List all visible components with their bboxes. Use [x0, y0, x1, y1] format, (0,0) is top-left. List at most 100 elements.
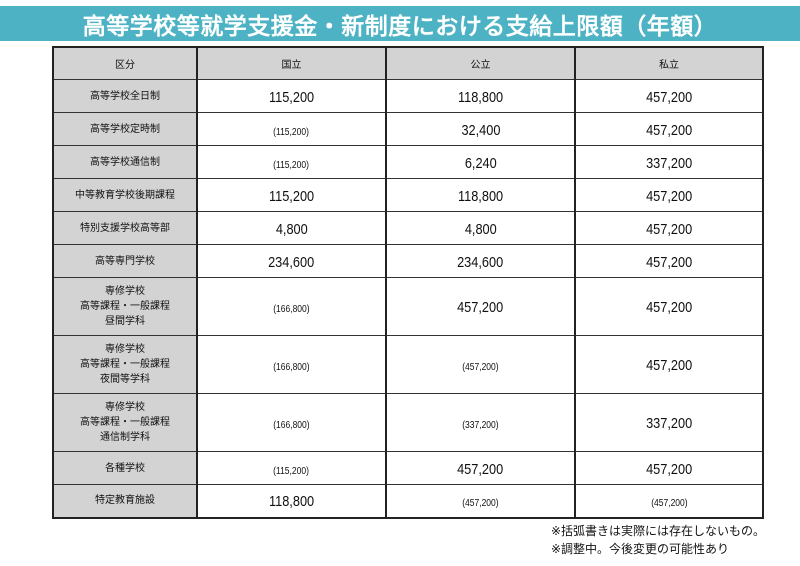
- cell-private: (457,200): [574, 484, 764, 518]
- cell-national: (115,200): [196, 112, 387, 146]
- category-line: 専修学校: [105, 344, 145, 355]
- cell-private: 337,200: [574, 145, 764, 179]
- value: (337,200): [462, 420, 499, 431]
- cell-public: (337,200): [385, 393, 576, 452]
- cell-national: (166,800): [196, 393, 387, 452]
- header-public: 公立: [385, 46, 576, 80]
- cell-national: 234,600: [196, 244, 387, 278]
- table-row: 高等学校全日制 115,200 118,800 457,200: [52, 79, 764, 113]
- category-line: 高等課程・一般課程: [80, 301, 170, 312]
- cell-private: 457,200: [574, 112, 764, 146]
- value: (166,800): [273, 362, 310, 373]
- header-national: 国立: [196, 46, 387, 80]
- category-line: 専修学校: [105, 286, 145, 297]
- cell-national: (115,200): [196, 145, 387, 179]
- cell-national: 4,800: [196, 211, 387, 245]
- category-line: 専修学校: [105, 402, 145, 413]
- cell-national: (166,800): [196, 335, 387, 394]
- value: (166,800): [273, 304, 310, 315]
- table-row: 特別支援学校高等部 4,800 4,800 457,200: [52, 211, 764, 245]
- cell-private: 457,200: [574, 451, 764, 485]
- value: 4,800: [275, 220, 308, 238]
- header-private: 私立: [574, 46, 764, 80]
- value: 337,200: [645, 154, 693, 172]
- row-category: 高等学校定時制: [52, 112, 198, 146]
- value: 457,200: [645, 121, 693, 139]
- footnote-parentheses: ※括弧書きは実際には存在しないもの。: [551, 524, 766, 538]
- cell-public: (457,200): [385, 335, 576, 394]
- subsidy-limit-table: 区分 国立 公立 私立 高等学校全日制 115,200 118,800 457,…: [52, 46, 764, 519]
- value: (457,200): [462, 498, 499, 510]
- category-line: 昼間学科: [105, 316, 145, 327]
- row-category: 専修学校 高等課程・一般課程 夜間等学科: [52, 335, 198, 394]
- value: 32,400: [460, 121, 500, 139]
- cell-national: 115,200: [196, 79, 387, 113]
- row-category: 中等教育学校後期課程: [52, 178, 198, 212]
- category-line: 通信制学科: [100, 432, 150, 443]
- value: 457,200: [645, 299, 693, 316]
- value: 118,800: [268, 493, 315, 511]
- cell-private: 457,200: [574, 277, 764, 336]
- table-row: 各種学校 (115,200) 457,200 457,200: [52, 451, 764, 485]
- value: 115,200: [268, 88, 315, 106]
- table-row: 特定教育施設 118,800 (457,200) (457,200): [52, 484, 764, 518]
- value: 457,200: [457, 299, 504, 316]
- value: 457,200: [645, 220, 693, 238]
- table-row: 高等学校通信制 (115,200) 6,240 337,200: [52, 145, 764, 179]
- footnotes: ※括弧書きは実際には存在しないもの。 ※調整中。今後変更の可能性あり: [551, 522, 765, 558]
- value: 457,200: [645, 88, 693, 106]
- value: (115,200): [273, 159, 310, 171]
- cell-public: 6,240: [385, 145, 576, 179]
- cell-public: 118,800: [385, 79, 576, 113]
- table-row: 専修学校 高等課程・一般課程 昼間学科 (166,800) 457,200 45…: [52, 277, 764, 336]
- value: 337,200: [645, 415, 693, 432]
- value: 457,200: [645, 460, 693, 478]
- row-category: 専修学校 高等課程・一般課程 昼間学科: [52, 277, 198, 336]
- cell-national: (166,800): [196, 277, 387, 336]
- cell-public: 4,800: [385, 211, 576, 245]
- value: 115,200: [268, 187, 315, 205]
- value: (115,200): [273, 465, 310, 477]
- value: 457,200: [457, 460, 504, 478]
- value: 234,600: [457, 253, 504, 271]
- cell-public: 118,800: [385, 178, 576, 212]
- category-line: 高等課程・一般課程: [80, 417, 170, 428]
- cell-private: 457,200: [574, 79, 764, 113]
- value: (457,200): [462, 362, 499, 373]
- header-category: 区分: [52, 46, 198, 80]
- cell-national: 118,800: [196, 484, 387, 518]
- table-row: 専修学校 高等課程・一般課程 通信制学科 (166,800) (337,200)…: [52, 393, 764, 452]
- row-category: 高等学校全日制: [52, 79, 198, 113]
- title-bar: 高等学校等就学支援金・新制度における支給上限額（年額）: [0, 6, 800, 41]
- cell-public: (457,200): [385, 484, 576, 518]
- page-title: 高等学校等就学支援金・新制度における支給上限額（年額）: [82, 13, 718, 40]
- cell-private: 457,200: [574, 335, 764, 394]
- cell-private: 457,200: [574, 244, 764, 278]
- cell-private: 337,200: [574, 393, 764, 452]
- cell-national: 115,200: [196, 178, 387, 212]
- row-category: 特定教育施設: [52, 484, 198, 518]
- value: 118,800: [457, 187, 504, 205]
- footnote-adjusting: ※調整中。今後変更の可能性あり: [551, 542, 730, 556]
- cell-private: 457,200: [574, 211, 764, 245]
- value: (457,200): [650, 498, 688, 510]
- cell-private: 457,200: [574, 178, 764, 212]
- cell-national: (115,200): [196, 451, 387, 485]
- category-line: 夜間等学科: [100, 374, 150, 385]
- table-row: 中等教育学校後期課程 115,200 118,800 457,200: [52, 178, 764, 212]
- value: 234,600: [268, 253, 315, 271]
- value: 457,200: [645, 357, 693, 374]
- cell-public: 32,400: [385, 112, 576, 146]
- row-category: 高等学校通信制: [52, 145, 198, 179]
- row-category: 専修学校 高等課程・一般課程 通信制学科: [52, 393, 198, 452]
- row-category: 特別支援学校高等部: [52, 211, 198, 245]
- value: 457,200: [645, 253, 693, 271]
- table-header-row: 区分 国立 公立 私立: [52, 46, 764, 80]
- value: (166,800): [273, 420, 310, 431]
- value: 6,240: [464, 154, 497, 172]
- value: 4,800: [464, 220, 497, 238]
- category-line: 高等課程・一般課程: [80, 359, 170, 370]
- value: (115,200): [273, 126, 310, 138]
- value: 457,200: [645, 187, 693, 205]
- cell-public: 457,200: [385, 277, 576, 336]
